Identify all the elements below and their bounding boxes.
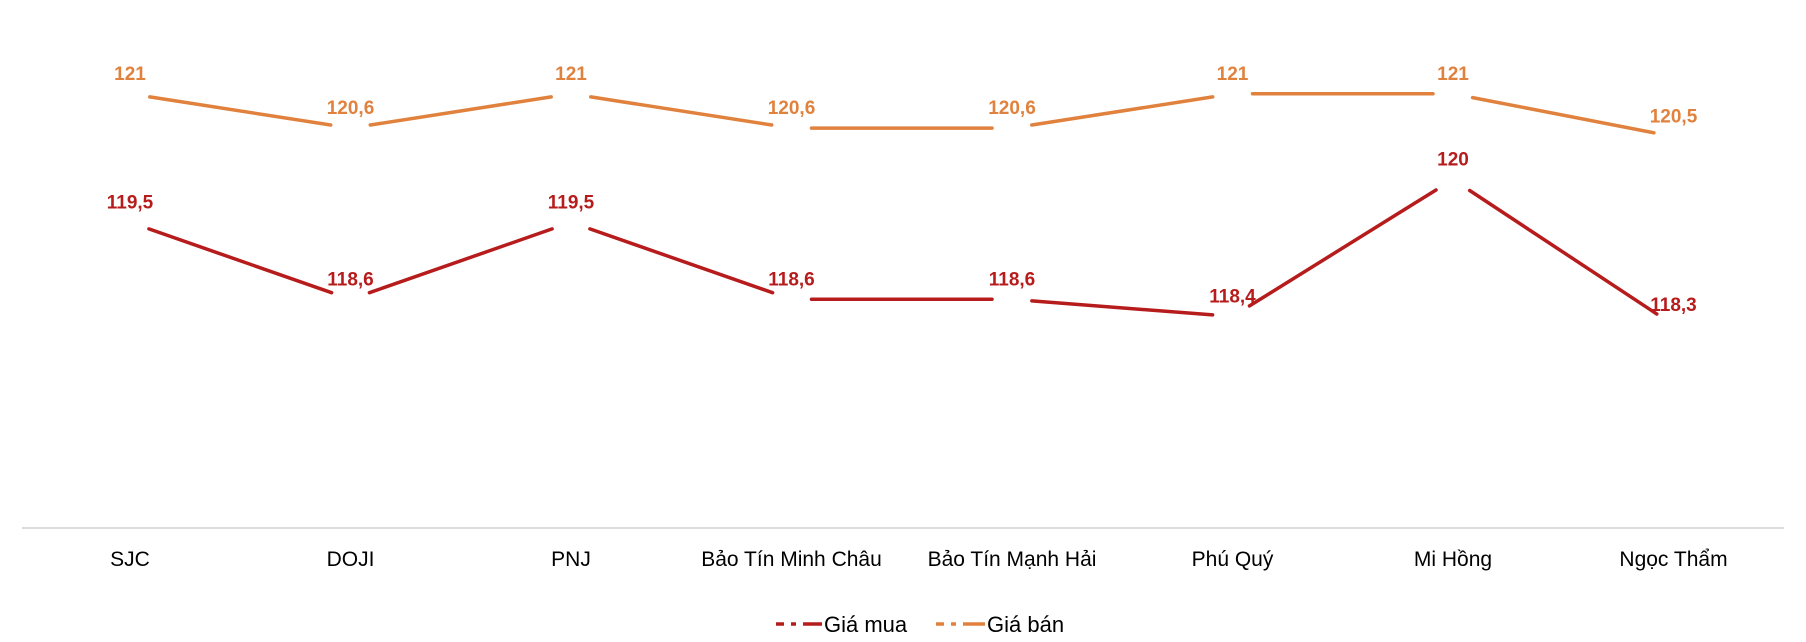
x-tick-label: SJC [110, 548, 150, 571]
legend-item-sell: Giá bán [936, 612, 1064, 637]
series-0-data-label: 118,4 [1209, 287, 1256, 308]
series-0-segment [1247, 188, 1438, 308]
series-1-data-label: 121 [114, 64, 146, 85]
series-0-segment [1467, 188, 1659, 316]
series-0-data-label: 118,3 [1650, 295, 1697, 316]
series-0-segment [588, 227, 775, 295]
series-layer [147, 92, 1659, 317]
series-1-segment [589, 95, 774, 127]
series-0-data-label: 118,6 [989, 269, 1036, 290]
series-1-data-label: 121 [555, 64, 587, 85]
x-tick-label: Bảo Tín Mạnh Hải [928, 548, 1097, 571]
series-1-data-label: 121 [1437, 64, 1469, 85]
legend: Giá mua Giá bán [776, 612, 1064, 637]
legend-item-buy: Giá mua [776, 612, 908, 637]
x-tick-layer: SJC DOJI PNJ Bảo Tín Minh Châu Bảo Tín Mạnh … [110, 548, 1727, 571]
series-1-data-label: 120,6 [768, 98, 816, 119]
series-1-data-label: 120,5 [1650, 107, 1698, 128]
series-1-data-label: 121 [1217, 64, 1249, 85]
series-0-segment [1030, 299, 1215, 317]
legend-label-buy: Giá mua [824, 612, 908, 637]
series-0-segment [367, 227, 554, 295]
series-0-data-label: 119,5 [548, 192, 595, 213]
series-1-data-label: 120,6 [988, 98, 1036, 119]
series-1-segment [1470, 95, 1656, 135]
x-tick-label: PNJ [551, 548, 591, 571]
series-0-data-label: 119,5 [107, 192, 154, 213]
series-1-data-label: 120,6 [327, 98, 375, 119]
series-0-data-label: 118,6 [327, 269, 374, 290]
x-tick-label: Bảo Tín Minh Châu [701, 548, 882, 571]
series-1-segment [368, 95, 553, 127]
series-1-segment [1030, 95, 1215, 127]
x-tick-label: Ngọc Thẩm [1619, 548, 1727, 571]
x-tick-label: DOJI [327, 548, 375, 571]
x-tick-label: Mi Hồng [1414, 548, 1492, 571]
data-label-layer: 119,5 118,6 119,5 118,6 118,6 118,4 120 118,3 12… [107, 64, 1698, 316]
legend-label-sell: Giá bán [987, 612, 1064, 637]
series-1-segment [148, 95, 333, 127]
series-0-data-label: 120 [1437, 150, 1469, 171]
series-0-data-label: 118,6 [768, 269, 815, 290]
x-tick-label: Phú Quý [1192, 548, 1274, 571]
series-0-segment [147, 227, 334, 295]
